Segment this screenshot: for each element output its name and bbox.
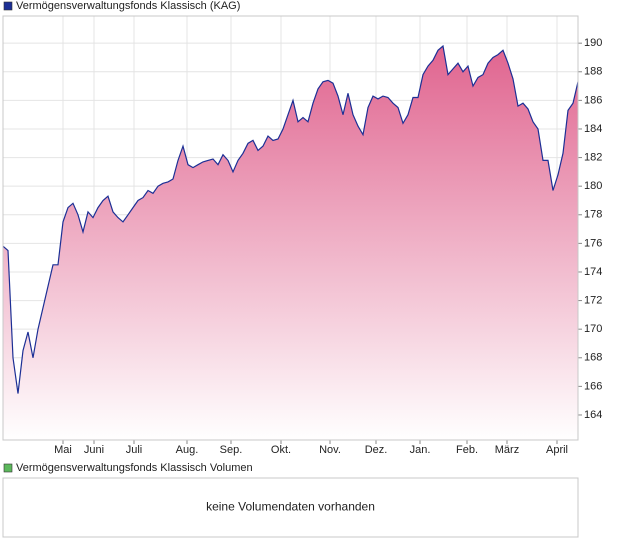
y-tick-label: 168: [584, 352, 602, 364]
x-tick-label: Feb.: [456, 444, 478, 456]
y-tick-label: 164: [584, 409, 602, 421]
price-line: [2, 44, 579, 394]
y-tick-label: 188: [584, 66, 602, 78]
y-tick-label: 170: [584, 323, 602, 335]
legend-label: Vermögensverwaltungsfonds Klassisch Volu…: [16, 462, 253, 474]
x-tick-label: Juli: [126, 444, 143, 456]
legend-label: Vermögensverwaltungsfonds Klassisch (KAG…: [16, 0, 240, 12]
x-tick-label: Aug.: [176, 444, 199, 456]
area-fill: [3, 46, 578, 440]
x-tick-label: Sep.: [220, 444, 243, 456]
x-tick-label: Jan.: [410, 444, 431, 456]
y-tick-label: 182: [584, 151, 602, 163]
x-tick-label: März: [495, 444, 519, 456]
legend-swatch: [3, 1, 13, 11]
y-tick-label: 178: [584, 209, 602, 221]
y-tick-label: 184: [584, 123, 602, 135]
x-tick-label: April: [546, 444, 568, 456]
legend-swatch: [3, 463, 13, 473]
y-tick-label: 166: [584, 380, 602, 392]
y-tick-label: 172: [584, 294, 602, 306]
empty-note: keine Volumendaten vorhanden: [206, 500, 375, 514]
y-tick-label: 186: [584, 94, 602, 106]
y-tick-label: 176: [584, 237, 602, 249]
x-tick-label: Dez.: [365, 444, 388, 456]
plot-frame: [2, 477, 579, 538]
y-tick-label: 180: [584, 180, 602, 192]
plot-border: [2, 15, 579, 441]
x-tick-label: Juni: [84, 444, 104, 456]
x-tick-label: Mai: [54, 444, 72, 456]
y-tick-label: 190: [584, 37, 602, 49]
x-tick-label: Nov.: [319, 444, 341, 456]
y-tick-label: 174: [584, 266, 602, 278]
x-tick-label: Okt.: [271, 444, 291, 456]
